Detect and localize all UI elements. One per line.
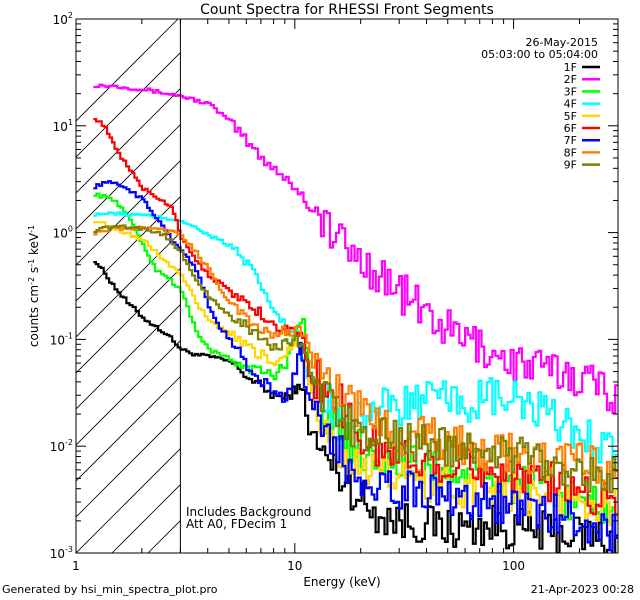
y-axis-label: counts cm-2 s-1 keV-1 [27,225,42,347]
series-line-5f [93,221,618,527]
plot-frame [75,18,619,554]
y-tick-label: 10-1 [50,331,73,347]
legend-label-5f: 5F [564,110,577,123]
annotation-attenuator: Att A0, FDecim 1 [186,517,287,531]
series-line-9f [93,224,618,494]
series-line-2f [93,83,618,414]
annotation-background: Includes Background [186,505,311,519]
x-axis-label: Energy (keV) [303,575,380,589]
date-label: 26-May-2015 [526,36,598,49]
hatch-line [76,448,181,553]
hatch-line [76,412,181,518]
hatch-line [76,52,181,158]
hatch-line [76,124,181,230]
chart-title: Count Spectra for RHESSI Front Segments [200,2,494,18]
generated-by-text: Generated by hsi_min_spectra_plot.pro [2,583,218,596]
hatched-region [76,19,640,553]
legend-label-8f: 8F [564,146,577,159]
legend-label-4f: 4F [564,98,577,111]
hatch-line [76,196,181,302]
legend-label-6f: 6F [564,122,577,135]
y-tick-label: 100 [53,225,73,241]
hatch-line [76,376,181,482]
series-line-8f [93,225,618,490]
y-tick-label: 102 [53,11,73,27]
hatch-line [76,160,181,266]
x-tick-label: 1 [72,559,80,573]
legend-label-9f: 9F [564,159,577,172]
series-line-6f [93,118,618,516]
legend-label-1f: 1F [564,61,577,74]
legend-label-7f: 7F [564,134,577,147]
legend-label-3f: 3F [564,85,577,98]
y-tick-label: 101 [53,118,73,134]
time-range-label: 05:03:00 to 05:04:00 [481,48,598,61]
hatch-line [76,19,179,122]
hatch-line [76,232,181,338]
hatch-line [616,19,640,553]
hatch-line [76,340,181,446]
y-tick-label: 10-3 [50,545,73,561]
y-tick-label: 10-2 [50,438,73,454]
hatch-line [76,268,181,374]
hatch-line [76,88,181,194]
x-tick-label: 100 [502,559,525,573]
legend-label-2f: 2F [564,73,577,86]
timestamp-text: 21-Apr-2023 00:28 [530,583,634,596]
x-tick-label: 10 [287,559,302,573]
